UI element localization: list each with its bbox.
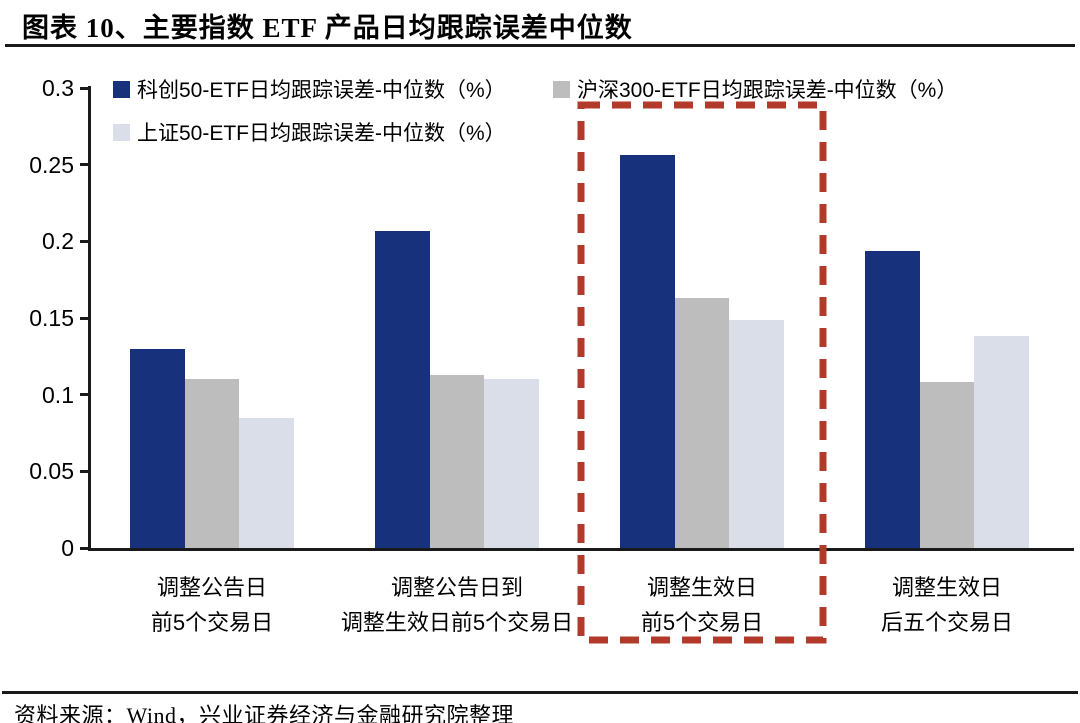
x-category-label: 调整公告日到调整生效日前5个交易日 [287, 570, 627, 640]
bar [130, 349, 185, 548]
bar [184, 379, 240, 548]
legend-label-shangzheng50: 上证50-ETF日均跟踪误差-中位数（%） [137, 122, 506, 145]
bar [674, 298, 730, 548]
bar-group [620, 155, 785, 548]
y-tick-label: 0.2 [42, 228, 74, 255]
bar [865, 251, 920, 548]
y-tick-label: 0 [61, 535, 74, 561]
y-tick [80, 86, 89, 90]
y-tick [80, 239, 89, 243]
legend-item-hushen300: 沪深300-ETF日均跟踪误差-中位数（%） [553, 74, 957, 104]
legend-label-hushen300: 沪深300-ETF日均跟踪误差-中位数（%） [577, 79, 958, 102]
x-category-label-line: 调整生效日 [891, 575, 1002, 600]
x-category-label-line: 后五个交易日 [880, 610, 1013, 635]
y-tick-label: 0.25 [29, 151, 74, 178]
x-category-label: 调整生效日后五个交易日 [777, 570, 1080, 640]
bar [375, 231, 430, 548]
y-tick-label: 0.15 [29, 305, 74, 331]
legend-label-kechuang50: 科创50-ETF日均跟踪误差-中位数（%） [137, 79, 506, 102]
legend-item-kechuang50: 科创50-ETF日均跟踪误差-中位数（%） [113, 74, 506, 104]
figure-title: 图表 10、主要指数 ETF 产品日均跟踪误差中位数 [22, 13, 633, 43]
x-category-label-line: 调整生效日前5个交易日 [340, 610, 574, 635]
x-category-label-line: 前5个交易日 [150, 610, 274, 635]
y-tick [80, 163, 89, 167]
bar [239, 418, 295, 548]
title-divider [5, 44, 1075, 47]
bar [484, 379, 540, 548]
x-category-label: 调整公告日前5个交易日 [42, 570, 382, 640]
x-axis-line [88, 548, 1074, 551]
x-category-label-line: 调整公告日 [156, 575, 267, 600]
legend-swatch-hushen300 [553, 80, 570, 98]
bar [919, 382, 975, 548]
y-tick-label: 0.3 [42, 75, 74, 101]
bar [620, 155, 675, 548]
legend-item-shangzheng50: 上证50-ETF日均跟踪误差-中位数（%） [113, 117, 506, 147]
y-tick-label: 0.05 [29, 458, 74, 485]
bar [729, 320, 785, 548]
legend-swatch-shangzheng50 [113, 123, 130, 141]
bar-group [375, 231, 540, 548]
legend-swatch-kechuang50 [113, 80, 130, 98]
y-tick [80, 469, 89, 473]
y-tick-label: 0.1 [42, 381, 74, 408]
x-category-label-line: 调整公告日到 [390, 575, 523, 600]
y-tick [80, 546, 89, 550]
footer-divider [2, 691, 1078, 694]
y-tick [80, 393, 89, 397]
y-tick [80, 316, 89, 320]
bar [974, 336, 1030, 548]
source-note: 资料来源：Wind，兴业证券经济与金融研究院整理 [14, 703, 514, 723]
bar-group [130, 349, 295, 548]
bar [429, 375, 485, 548]
y-axis-line [88, 86, 91, 551]
bar-group [865, 251, 1030, 548]
